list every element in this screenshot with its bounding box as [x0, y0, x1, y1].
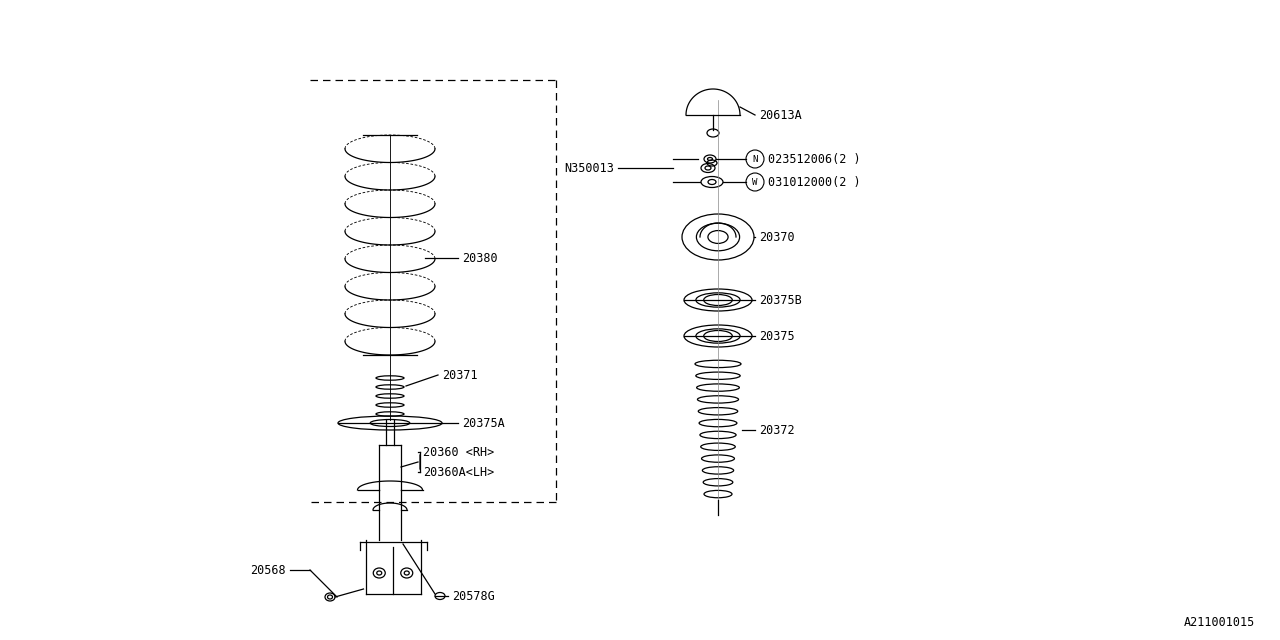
Text: W: W	[753, 177, 758, 186]
Text: N350013: N350013	[564, 161, 614, 175]
Text: 20568: 20568	[251, 563, 285, 577]
Text: 20360 <RH>: 20360 <RH>	[422, 445, 494, 458]
Text: 031012000(2 ): 031012000(2 )	[768, 175, 860, 189]
Text: 20371: 20371	[442, 369, 477, 381]
Text: 20578G: 20578G	[452, 589, 495, 602]
Text: 20375A: 20375A	[462, 417, 504, 429]
Text: 20375B: 20375B	[759, 294, 801, 307]
Text: 20380: 20380	[462, 252, 498, 264]
Text: 20370: 20370	[759, 230, 795, 243]
Text: 20375: 20375	[759, 330, 795, 342]
Text: A211001015: A211001015	[1184, 616, 1254, 628]
Text: N: N	[753, 154, 758, 163]
Text: 023512006(2 ): 023512006(2 )	[768, 152, 860, 166]
Text: 20372: 20372	[759, 424, 795, 436]
Text: 20613A: 20613A	[759, 109, 801, 122]
Text: 20360A<LH>: 20360A<LH>	[422, 465, 494, 479]
